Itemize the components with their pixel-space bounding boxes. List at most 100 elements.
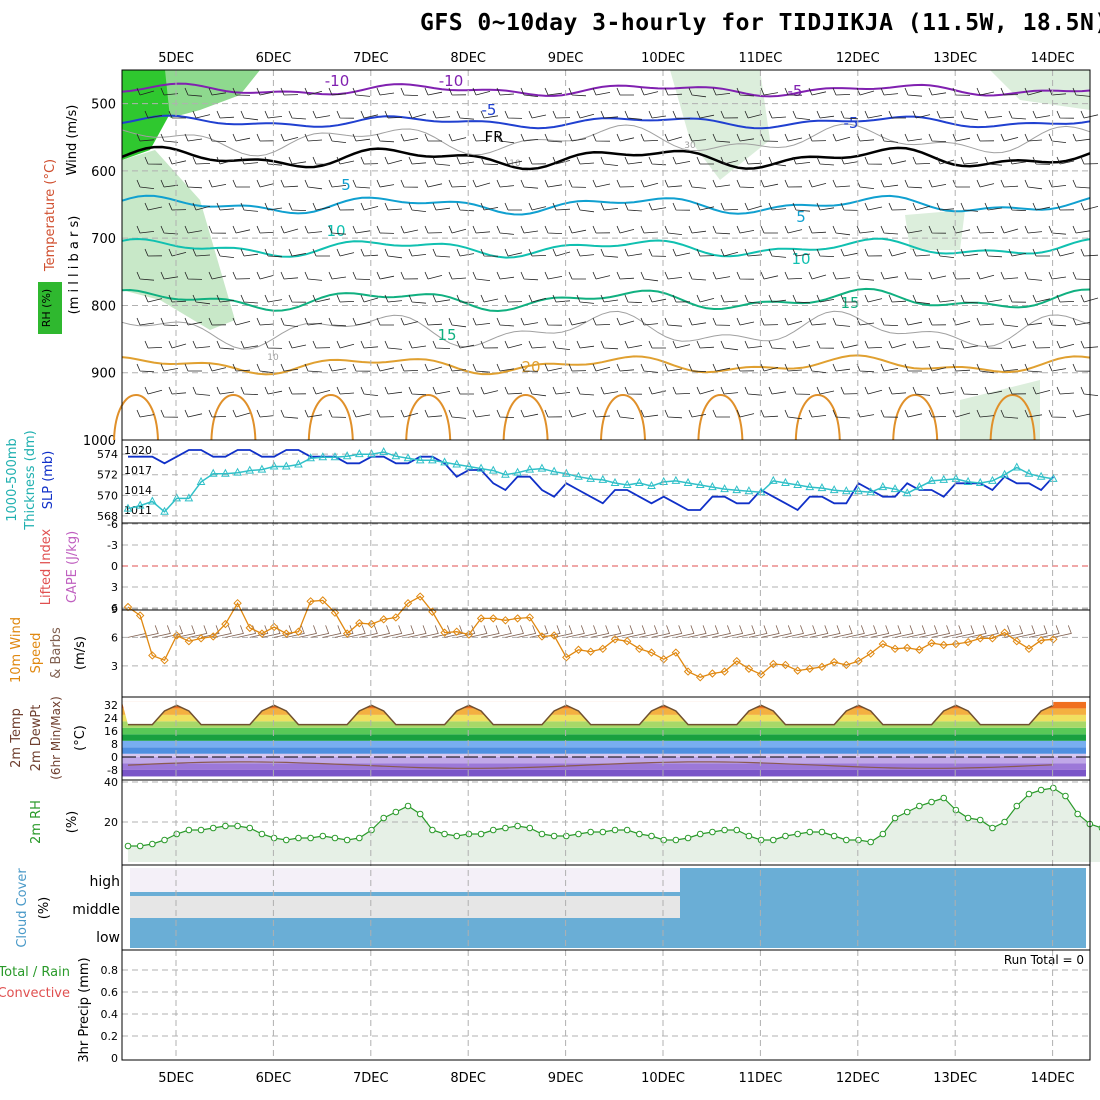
wind-tick-label: 6 xyxy=(111,631,118,644)
wind10-barb xyxy=(590,625,610,638)
temp2m-units-label: (°C) xyxy=(73,725,88,751)
wind-barb xyxy=(360,202,379,211)
wind-barb xyxy=(232,317,251,326)
rh-tick-label: 40 xyxy=(104,776,118,789)
rh-shading xyxy=(670,70,770,180)
wind-barb xyxy=(1008,156,1027,165)
wind-barb xyxy=(832,179,851,188)
rh2m-marker xyxy=(1062,792,1069,800)
wind-barb xyxy=(736,409,755,418)
contour-label: FR xyxy=(484,128,503,146)
wind-barb xyxy=(136,133,155,142)
rh2m-marker xyxy=(599,828,607,836)
wind-barb xyxy=(960,248,979,257)
wind-barb xyxy=(672,294,691,303)
wind-barb xyxy=(256,87,275,96)
wind-barb xyxy=(768,156,787,167)
wind10-marker xyxy=(720,667,729,676)
li-tick-label: 0 xyxy=(111,560,118,573)
wind-barb xyxy=(712,133,731,143)
wind-barb xyxy=(904,87,923,97)
contour-10 xyxy=(121,237,1091,259)
wind10-marker xyxy=(440,628,449,637)
thickness-tick-label: 572 xyxy=(97,469,118,482)
wind-barb xyxy=(256,409,275,418)
wind10-barb xyxy=(200,625,220,638)
wind-barb xyxy=(184,133,203,142)
wind-barb xyxy=(928,317,947,326)
wind-barb xyxy=(168,110,186,119)
precip-tick-label: 0.4 xyxy=(101,1008,119,1021)
wind-barb xyxy=(792,248,811,257)
wind-barb xyxy=(280,133,299,142)
wind-barb xyxy=(904,317,923,326)
temp-band xyxy=(122,734,1086,741)
dewpt-axis-label: 2m DewPt xyxy=(29,705,44,772)
wind-barb xyxy=(544,363,563,372)
wind-barb xyxy=(496,409,515,418)
rh2m-marker xyxy=(794,830,801,838)
wind10-marker xyxy=(562,653,571,662)
rh-contour xyxy=(121,310,1091,350)
wind-barb xyxy=(232,179,250,188)
wind10-marker xyxy=(598,644,608,654)
wind-barb xyxy=(1032,248,1050,257)
wind10-barb xyxy=(334,625,354,638)
wind10-barb xyxy=(347,625,366,638)
wind10-marker xyxy=(379,615,388,624)
thickness-marker xyxy=(330,452,340,461)
wind-barb xyxy=(376,271,395,280)
wind-barb xyxy=(472,317,491,326)
wind-barb xyxy=(808,179,827,188)
wind-barb xyxy=(304,179,323,190)
rh2m-marker xyxy=(234,822,241,830)
wind-barb xyxy=(648,294,667,303)
minmax-axis-label: (6hr Min/Max) xyxy=(49,696,63,780)
wind-barb xyxy=(600,202,619,211)
wind-barb xyxy=(784,271,803,280)
rh2m-marker xyxy=(989,824,996,832)
wind-barb xyxy=(240,340,259,349)
wind-barb xyxy=(184,363,202,372)
thickness-marker xyxy=(184,493,194,502)
wind10-barb xyxy=(1016,625,1036,638)
wind-barb xyxy=(672,386,691,395)
wind-barb xyxy=(768,386,787,395)
rh-shading xyxy=(905,210,965,250)
wind-barb xyxy=(456,340,475,349)
wind-barb xyxy=(832,225,851,236)
wind-barb xyxy=(864,248,883,257)
thickness-marker xyxy=(902,488,912,497)
wind10-marker xyxy=(829,657,839,667)
thickness-units-label: Thickness (dm) xyxy=(23,430,38,530)
temp-band xyxy=(122,763,1086,770)
wind-barb xyxy=(168,156,187,165)
wind-barb xyxy=(792,156,811,165)
wind10-barb xyxy=(407,625,427,638)
contour-25 xyxy=(697,394,744,441)
slp-tick-label: 1014 xyxy=(124,484,152,497)
wind-barb xyxy=(840,248,859,257)
wind-barb xyxy=(736,363,755,372)
temp-tick-label: 16 xyxy=(104,725,118,738)
thickness-marker xyxy=(233,467,242,476)
wind-barb xyxy=(768,248,787,258)
wind10-barb xyxy=(785,625,804,638)
wind10-marker xyxy=(1049,635,1058,644)
precip-convective-label: Convective xyxy=(0,986,70,1001)
wind10-barb xyxy=(578,625,598,638)
thickness-marker xyxy=(854,486,863,495)
wind-barb xyxy=(688,317,707,326)
wind-barb xyxy=(1056,248,1075,257)
wind-barb xyxy=(1024,409,1043,418)
wind-barb xyxy=(736,179,755,188)
wind-barb xyxy=(808,409,827,418)
wind-barb xyxy=(1080,248,1099,257)
wind-barb xyxy=(432,294,451,303)
thickness-marker xyxy=(720,484,729,493)
wind-barb xyxy=(712,87,731,96)
wind-barb xyxy=(1024,271,1043,281)
wind10-marker xyxy=(294,627,303,636)
wind10-marker xyxy=(489,614,498,623)
thickness-marker xyxy=(647,481,656,490)
